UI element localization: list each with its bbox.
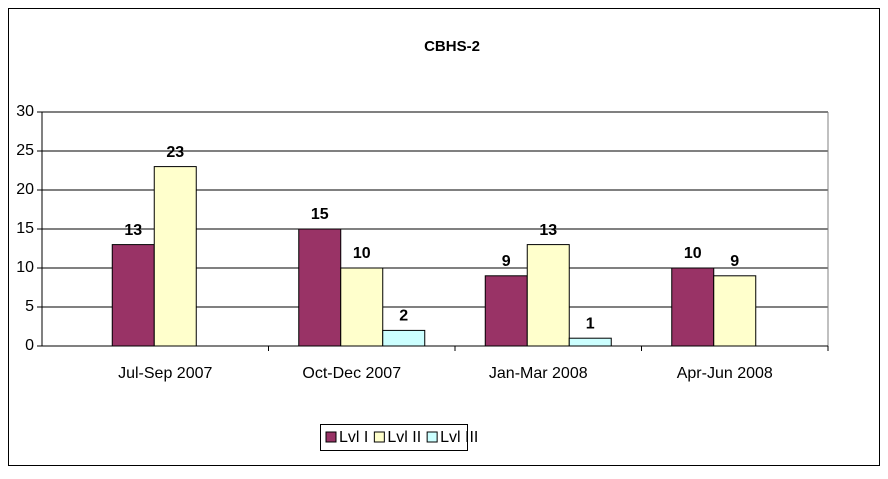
legend-label: Lvl I [339,429,368,446]
y-tick-label: 20 [16,181,34,198]
bar [713,275,757,347]
bar [111,244,155,347]
x-tick-label: Oct-Dec 2007 [302,365,401,382]
y-tick-label: 5 [25,298,34,315]
bar [484,275,528,347]
legend-swatch [325,431,337,443]
y-tick-label: 25 [16,142,34,159]
bar [153,166,197,347]
x-tick-label: Apr-Jun 2008 [677,365,773,382]
data-label: 2 [399,308,408,325]
legend-label: Lvl II [387,429,421,446]
bar [671,267,715,347]
legend-swatch [426,431,438,443]
bar [340,267,384,347]
y-tick-label: 0 [25,337,34,354]
x-tick-label: Jul-Sep 2007 [118,365,212,382]
bar [526,244,570,347]
data-label: 13 [539,222,557,239]
data-label: 9 [730,253,739,270]
data-label: 10 [353,245,371,262]
data-label: 15 [311,206,329,223]
data-label: 1 [586,315,595,332]
chart-border [8,8,880,466]
chart-title: CBHS-2 [424,38,480,55]
y-tick-label: 15 [16,220,34,237]
y-tick-label: 10 [16,259,34,276]
bar [298,228,342,347]
data-label: 9 [502,253,511,270]
legend-box [320,424,468,451]
data-label: 10 [684,245,702,262]
legend-label: Lvl III [440,429,478,446]
x-tick-label: Jan-Mar 2008 [489,365,588,382]
legend-swatch [373,431,385,443]
bar [568,337,612,347]
bar [382,329,426,347]
y-tick-label: 30 [16,103,34,120]
data-label: 23 [166,144,184,161]
data-label: 13 [124,222,142,239]
